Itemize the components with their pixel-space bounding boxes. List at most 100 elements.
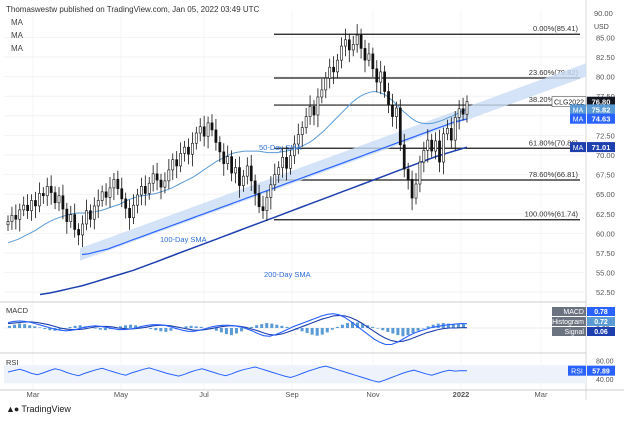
candle-body xyxy=(320,89,324,98)
macd-histogram-bar xyxy=(184,326,188,328)
candle-body xyxy=(442,133,445,163)
candle-body xyxy=(391,104,394,117)
candle-body xyxy=(398,107,402,146)
macd-histogram-bar xyxy=(8,325,12,328)
ma-indicator-label-2[interactable]: MA xyxy=(11,31,23,40)
ma-indicator-label-3[interactable]: MA xyxy=(11,44,23,53)
tradingview-logo[interactable]: ▲● TradingView xyxy=(6,404,71,414)
annotations: 50-Day SMA 100-Day SMA 200-Day SMA xyxy=(160,143,311,279)
candle-body xyxy=(65,208,69,222)
candle-body xyxy=(163,180,167,188)
rsi-legend-name: RSI xyxy=(571,369,583,376)
price-tag: MA 75.82 xyxy=(570,104,615,115)
candle-body xyxy=(422,149,426,163)
candle-body xyxy=(344,39,347,47)
candlesticks[interactable] xyxy=(6,24,469,248)
macd-histogram-bar xyxy=(300,328,304,332)
price-tag-symbol: CLG2022 xyxy=(554,100,584,107)
candle-body xyxy=(230,156,233,174)
candle-body xyxy=(410,178,414,199)
candle-body xyxy=(136,194,139,206)
candle-body xyxy=(367,53,371,61)
macd-histogram-bar xyxy=(356,322,360,328)
macd-histogram-bar xyxy=(330,328,334,330)
rsi-legend-name-box xyxy=(568,365,586,376)
macd-histogram-bar xyxy=(335,326,339,328)
candle-body xyxy=(446,128,449,135)
candle-body xyxy=(155,173,159,181)
macd-histogram-bar xyxy=(13,324,17,328)
sma100-annotation: 100-Day SMA xyxy=(160,235,207,244)
candle-body xyxy=(61,195,65,210)
macd-histogram-bar xyxy=(224,328,228,335)
candle-body xyxy=(175,159,179,167)
y-tick-label: 90.00 xyxy=(594,9,613,18)
candle-body xyxy=(453,117,457,141)
price-tag-value-box xyxy=(587,142,615,153)
macd-legend-value-box xyxy=(587,307,615,316)
macd-histogram-bar xyxy=(340,324,344,328)
candle-body xyxy=(347,39,351,51)
macd-histogram-bar xyxy=(285,326,289,328)
price-tag: MA 74.63 xyxy=(570,113,615,124)
rsi-pane[interactable]: RSI 80.00 40.00 RSI 57.89 xyxy=(0,352,615,384)
candle-body xyxy=(26,204,29,211)
macd-histogram-bar xyxy=(63,328,67,329)
candle-body xyxy=(434,140,437,152)
price-tag: CLG2022 76.80 xyxy=(551,96,615,108)
macd-histogram-bar xyxy=(391,328,395,334)
price-tag-name-box xyxy=(570,113,586,124)
macd-histogram-bar xyxy=(376,328,380,329)
time-axis[interactable]: Mar May Jul Sep Nov 2022 Mar xyxy=(0,389,624,399)
candle-body xyxy=(132,204,135,219)
macd-legend-value: 0.78 xyxy=(594,309,608,316)
macd-histogram-bar xyxy=(386,328,390,332)
candle-body xyxy=(379,71,383,83)
price-axis[interactable]: 85.0082.5080.0077.5075.0072.5070.0067.50… xyxy=(594,9,615,297)
x-tick-label: Jul xyxy=(199,390,209,399)
macd-histogram-bar xyxy=(325,328,329,333)
rsi-legend-value: 57.89 xyxy=(592,369,610,376)
candle-body xyxy=(194,132,198,144)
macd-histogram-bar xyxy=(396,328,400,336)
candle-body xyxy=(183,146,186,154)
candle-body xyxy=(34,200,37,207)
macd-histogram-bar xyxy=(260,324,264,328)
candle-body xyxy=(81,223,84,236)
candle-body xyxy=(336,59,339,73)
candle-body xyxy=(143,186,147,194)
y-tick-label: 57.50 xyxy=(596,249,615,258)
candle-body xyxy=(10,215,14,222)
macd-legend-name-box xyxy=(552,307,586,316)
fib-level-label: 100.00%(61.74) xyxy=(525,210,579,219)
macd-histogram-bar xyxy=(381,328,385,331)
candle-body xyxy=(414,183,418,199)
rsi-pane-label: RSI xyxy=(6,358,19,367)
fib-level-label: 23.60%(79.82) xyxy=(529,68,579,77)
candle-body xyxy=(359,34,363,49)
price-tag-value-box xyxy=(587,96,615,107)
grid xyxy=(4,0,587,400)
candle-body xyxy=(116,178,120,190)
candle-body xyxy=(406,168,410,180)
macd-histogram-bar xyxy=(310,328,314,335)
macd-histogram-bar xyxy=(214,328,218,331)
candle-body xyxy=(218,142,222,153)
macd-histogram-bar xyxy=(154,328,158,331)
candle-body xyxy=(147,182,151,194)
candle-body xyxy=(49,186,53,193)
macd-histogram-bar xyxy=(78,325,82,328)
rsi-tick: 40.00 xyxy=(596,377,614,384)
y-tick-label: 82.50 xyxy=(596,53,615,62)
price-tag-value: 76.80 xyxy=(592,98,611,107)
ma-indicator-label-1[interactable]: MA xyxy=(11,18,23,27)
macd-histogram-bar xyxy=(361,323,365,328)
macd-histogram-bar xyxy=(275,324,279,328)
candle-body xyxy=(30,200,33,211)
candle-body xyxy=(108,187,112,198)
candle-body xyxy=(187,146,190,155)
candle-body xyxy=(281,157,284,168)
macd-legend-value-box xyxy=(587,317,615,326)
price-tag-name-box xyxy=(570,142,586,153)
